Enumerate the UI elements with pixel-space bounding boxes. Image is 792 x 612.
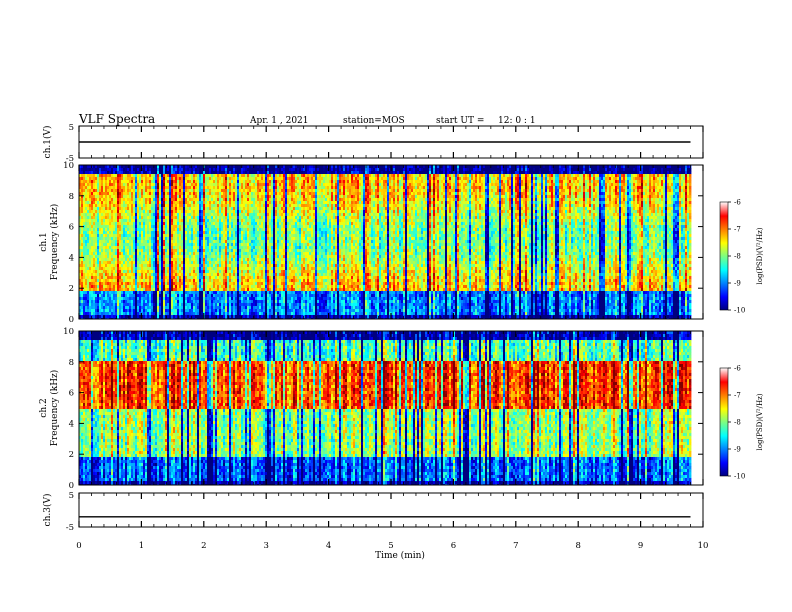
colorbar-ch1-gradient xyxy=(719,201,729,311)
ch1-spectrogram-ytick-label: 4 xyxy=(69,253,74,263)
ch1-spectrogram-ytick-label: 2 xyxy=(69,284,74,294)
x-tick-label: 4 xyxy=(326,541,331,551)
ch3-ytick-bottom: -5 xyxy=(66,523,74,533)
ch2-spectrogram-ylabel: Frequency (kHz) xyxy=(49,370,60,447)
ch3-waveform-ylabel: ch.3(V) xyxy=(42,494,53,527)
colorbar-ch1-tick-label: -6 xyxy=(734,199,741,207)
ch2-spectrogram-ytick-label: 2 xyxy=(69,450,74,460)
colorbar-ch1-tick-label: -9 xyxy=(734,280,741,288)
ch3-ytick-top: 5 xyxy=(69,491,74,501)
station-label: station=MOS xyxy=(343,116,405,126)
x-axis-label: Time (min) xyxy=(375,550,425,561)
x-tick-label: 5 xyxy=(388,541,393,551)
ch2-spectrogram-ytick-label: 6 xyxy=(69,389,74,399)
ch1-spectrogram-yticks: 0 2 4 6 8 10 xyxy=(63,161,703,325)
x-tick-label: 10 xyxy=(698,541,709,551)
colorbar-ch2-tick-label: -7 xyxy=(734,392,741,400)
x-tick-label: 6 xyxy=(451,541,456,551)
panel-ch2-spectrogram: 0 2 4 6 8 10 ch.2 Frequency (kHz) xyxy=(39,327,704,491)
colorbar-ch2: -6 -7 -8 -9 -10 log(PSD)(V²/Hz) xyxy=(719,365,764,481)
ch1-waveform-ylabel: ch.1(V) xyxy=(42,126,53,159)
ch2-spectrogram-ytick-label: 10 xyxy=(63,327,74,337)
ch2-spectrogram-ytick-label: 4 xyxy=(69,419,74,429)
colorbar-ch1: -6 -7 -8 -9 -10 log(PSD)(V²/Hz) xyxy=(719,199,764,315)
x-tick-label: 0 xyxy=(76,541,81,551)
ch1-spectrogram-ytick-label: 10 xyxy=(63,161,74,171)
ch2-spectrogram-ytick-label: 0 xyxy=(69,481,74,491)
colorbar-ch2-ticks: -6 -7 -8 -9 -10 xyxy=(728,365,745,481)
colorbar-ch2-tick-label: -9 xyxy=(734,446,741,454)
ch2-spectrogram-ytick-label: 8 xyxy=(69,358,74,368)
ch1-spectrogram-ytick-label: 6 xyxy=(69,223,74,233)
ch1-spectrogram-marks xyxy=(79,165,692,319)
colorbar-ch1-tick-label: -7 xyxy=(734,226,741,234)
colorbar-ch2-tick-label: -6 xyxy=(734,365,741,373)
colorbar-ch2-tick-label: -10 xyxy=(734,473,745,481)
start-label: start UT = xyxy=(436,116,484,126)
ch2-spectrogram-yticks: 0 2 4 6 8 10 xyxy=(63,327,703,491)
colorbar-ch2-tick-label: -8 xyxy=(734,419,741,427)
colorbar-ch1-tick-label: -8 xyxy=(734,253,741,261)
ch1-spectrogram-ytick-label: 0 xyxy=(69,315,74,325)
ch1-spectrogram-ylabel: Frequency (kHz) xyxy=(49,204,60,281)
colorbar-ch1-tick-label: -10 xyxy=(734,307,745,315)
ch1-ytick-bottom: -5 xyxy=(66,154,74,164)
x-tick-label: 2 xyxy=(201,541,206,551)
ch2-spectrogram-ylabel-top: ch.2 xyxy=(39,398,49,417)
start-time: 12: 0 : 1 xyxy=(498,116,536,126)
ch1-spectrogram-ytick-label: 8 xyxy=(69,192,74,202)
x-axis-tick-labels: 0 1 2 3 4 5 6 7 8 9 10 xyxy=(76,541,708,551)
figure-title: VLF Spectra xyxy=(78,112,155,126)
panel-ch1-spectrogram: 0 2 4 6 8 10 ch.1 Frequency (kHz) xyxy=(39,161,704,325)
x-tick-label: 1 xyxy=(139,541,144,551)
ch1-ytick-top: 5 xyxy=(69,123,74,133)
ch1-spectrogram-ylabel-top: ch.1 xyxy=(39,232,49,251)
x-tick-label: 9 xyxy=(638,541,643,551)
ch2-spectrogram-marks xyxy=(79,331,692,485)
x-tick-label: 3 xyxy=(263,541,268,551)
colorbar-ch1-label: log(PSD)(V²/Hz) xyxy=(756,227,764,284)
x-tick-label: 8 xyxy=(575,541,580,551)
colorbar-ch1-ticks: -6 -7 -8 -9 -10 xyxy=(728,199,745,315)
x-axis-ticks xyxy=(78,126,704,527)
date-label: Apr. 1 , 2021 xyxy=(249,116,309,126)
colorbar-ch2-gradient xyxy=(719,367,729,477)
x-tick-label: 7 xyxy=(513,541,518,551)
colorbar-ch2-label: log(PSD)(V²/Hz) xyxy=(756,393,764,450)
